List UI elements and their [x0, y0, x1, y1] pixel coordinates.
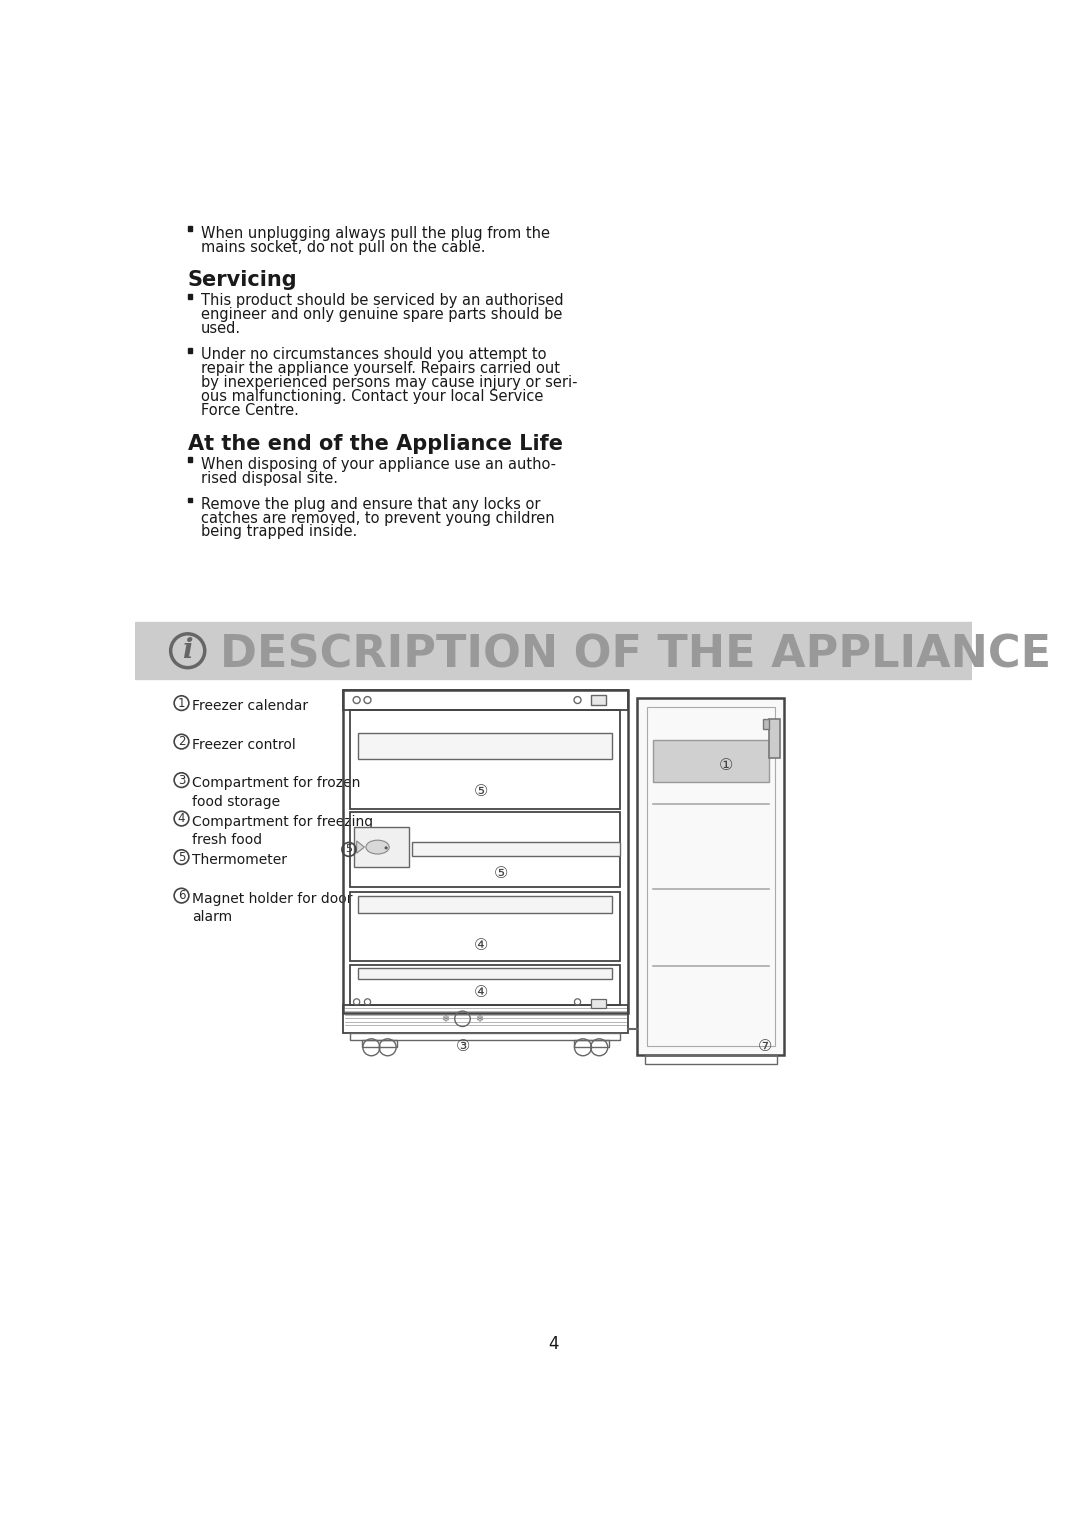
Bar	[652, 740, 769, 782]
Text: Under no circumstances should you attempt to: Under no circumstances should you attemp…	[201, 347, 546, 362]
Text: Freezer calendar: Freezer calendar	[192, 700, 309, 714]
Text: 4: 4	[549, 1335, 558, 1354]
Text: used.: used.	[201, 321, 241, 336]
Text: Servicing: Servicing	[188, 270, 297, 290]
Bar	[188, 348, 192, 353]
Bar	[350, 892, 620, 961]
Bar	[413, 842, 620, 856]
Text: catches are removed, to prevent young children: catches are removed, to prevent young ch…	[201, 510, 554, 526]
Text: ❄: ❄	[475, 1013, 484, 1024]
Bar	[359, 897, 612, 914]
Bar	[188, 498, 192, 503]
Bar	[637, 698, 784, 1054]
Text: 1: 1	[178, 697, 186, 709]
Text: ①: ①	[718, 758, 732, 773]
Text: by inexperienced persons may cause injury or seri-: by inexperienced persons may cause injur…	[201, 374, 578, 390]
Text: Thermometer: Thermometer	[192, 853, 287, 868]
Text: i: i	[183, 637, 193, 665]
Text: being trapped inside.: being trapped inside.	[201, 524, 357, 539]
Text: ❄: ❄	[442, 1013, 449, 1024]
Text: Freezer control: Freezer control	[192, 738, 296, 752]
Text: ④: ④	[474, 938, 488, 953]
Bar	[342, 691, 627, 1013]
Bar	[350, 711, 620, 808]
Bar	[353, 827, 409, 866]
Text: ⑤: ⑤	[494, 866, 508, 880]
Text: 2: 2	[178, 735, 186, 749]
Text: 3: 3	[178, 773, 185, 787]
Bar	[362, 1041, 397, 1047]
Bar	[359, 969, 612, 979]
Bar	[342, 691, 627, 711]
Text: Remove the plug and ensure that any locks or: Remove the plug and ensure that any lock…	[201, 497, 540, 512]
Text: At the end of the Appliance Life: At the end of the Appliance Life	[188, 434, 563, 454]
Text: Magnet holder for door
alarm: Magnet holder for door alarm	[192, 892, 353, 924]
Text: ous malfunctioning. Contact your local Service: ous malfunctioning. Contact your local S…	[201, 390, 543, 403]
Text: This product should be serviced by an authorised: This product should be serviced by an au…	[201, 293, 564, 309]
Bar	[188, 457, 192, 461]
Text: 6: 6	[178, 889, 186, 902]
Polygon shape	[356, 840, 364, 853]
Bar	[350, 1033, 620, 1041]
Text: ④: ④	[474, 986, 488, 1001]
Text: DESCRIPTION OF THE APPLIANCE: DESCRIPTION OF THE APPLIANCE	[220, 633, 1051, 675]
Text: ⑦: ⑦	[758, 1039, 772, 1054]
Bar	[769, 720, 780, 758]
Bar	[359, 733, 612, 759]
Bar	[591, 695, 606, 706]
Text: repair the appliance yourself. Repairs carried out: repair the appliance yourself. Repairs c…	[201, 361, 559, 376]
Text: 5: 5	[346, 845, 352, 854]
Bar	[188, 295, 192, 299]
Text: Compartment for frozen
food storage: Compartment for frozen food storage	[192, 776, 361, 808]
Bar	[135, 622, 972, 680]
Bar	[645, 1054, 777, 1063]
Text: engineer and only genuine spare parts should be: engineer and only genuine spare parts sh…	[201, 307, 563, 322]
Text: 5: 5	[178, 851, 185, 863]
Bar	[350, 964, 620, 1005]
Text: Force Centre.: Force Centre.	[201, 403, 299, 417]
Text: ③: ③	[456, 1039, 470, 1054]
Bar	[188, 226, 192, 231]
Bar	[350, 811, 620, 888]
Ellipse shape	[366, 840, 389, 854]
Bar	[342, 1005, 627, 1033]
Bar	[591, 999, 606, 1008]
Bar	[762, 720, 769, 729]
Bar	[647, 707, 775, 1045]
Text: mains socket, do not pull on the cable.: mains socket, do not pull on the cable.	[201, 240, 485, 255]
Text: When disposing of your appliance use an autho-: When disposing of your appliance use an …	[201, 457, 556, 472]
Bar	[573, 1041, 608, 1047]
Circle shape	[384, 847, 388, 850]
Text: ⑤: ⑤	[474, 784, 488, 799]
Text: When unplugging always pull the plug from the: When unplugging always pull the plug fro…	[201, 226, 550, 241]
Text: rised disposal site.: rised disposal site.	[201, 471, 338, 486]
Text: Compartment for freezing
fresh food: Compartment for freezing fresh food	[192, 814, 374, 847]
Text: 4: 4	[178, 811, 186, 825]
